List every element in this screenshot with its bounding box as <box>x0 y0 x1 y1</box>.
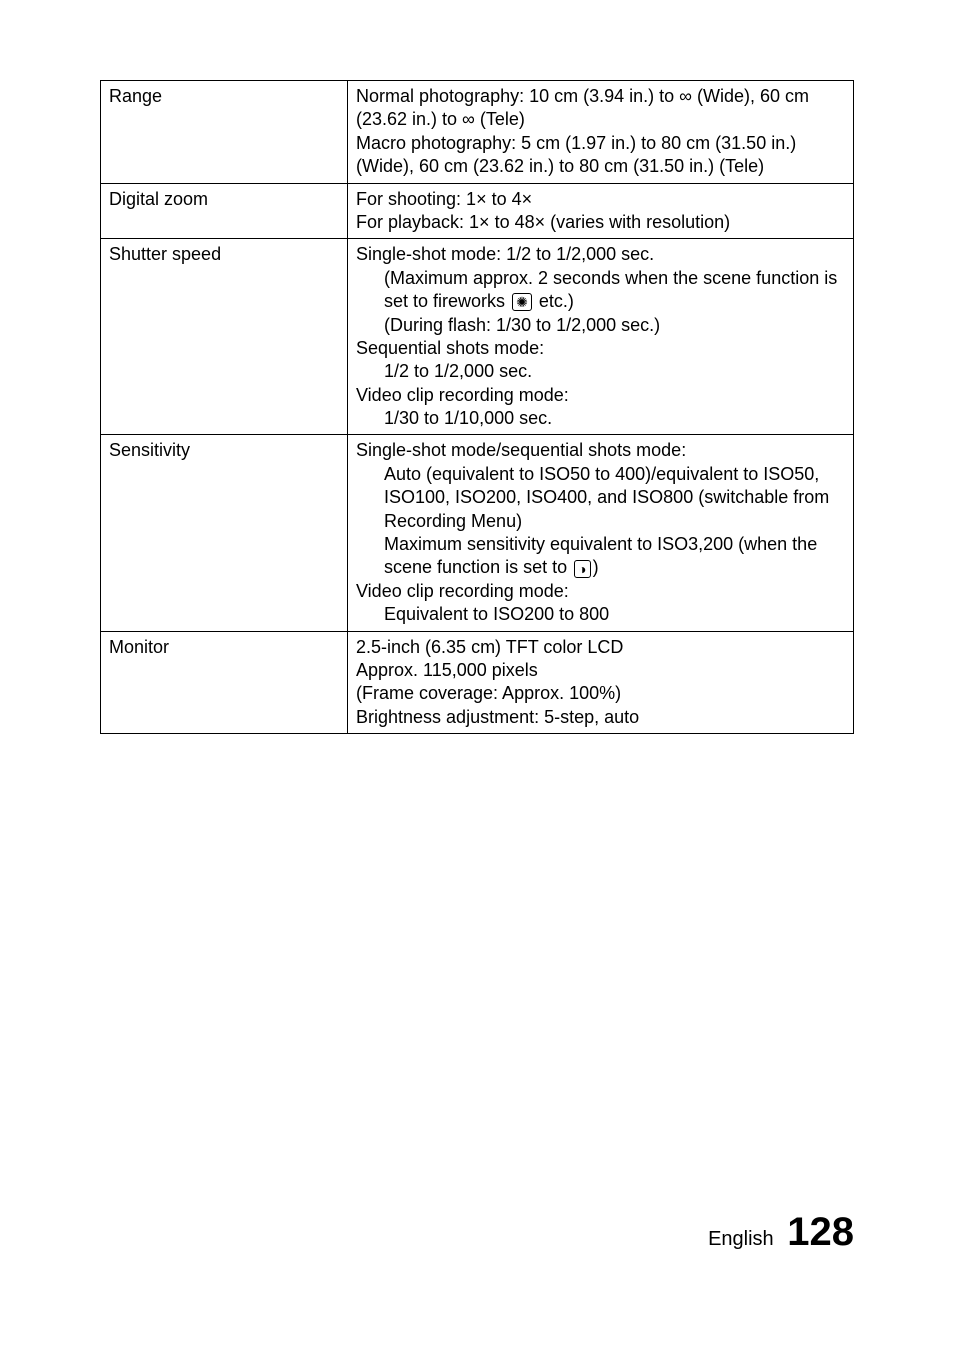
sensitivity-single-head: Single-shot mode/sequential shots mode: <box>356 440 686 460</box>
digital-zoom-label: Digital zoom <box>101 183 348 239</box>
shutter-video-sub: 1/30 to 1/10,000 sec. <box>356 407 845 430</box>
shutter-single-sub1a: (Maximum approx. 2 seconds when the scen… <box>384 268 837 311</box>
digital-zoom-line2: For playback: 1× to 48× (varies with res… <box>356 212 730 232</box>
page-container: Range Normal photography: 10 cm (3.94 in… <box>0 0 954 1345</box>
monitor-value: 2.5-inch (6.35 cm) TFT color LCD Approx.… <box>348 631 854 734</box>
fireworks-icon: ✺ <box>512 293 532 311</box>
sensitivity-single-sub2: Maximum sensitivity equivalent to ISO3,2… <box>356 533 845 580</box>
digital-zoom-value: For shooting: 1× to 4× For playback: 1× … <box>348 183 854 239</box>
sensitivity-value: Single-shot mode/sequential shots mode: … <box>348 435 854 631</box>
shutter-single-head: Single-shot mode: 1/2 to 1/2,000 sec. <box>356 244 654 264</box>
row-sensitivity: Sensitivity Single-shot mode/sequential … <box>101 435 854 631</box>
shutter-seq-head: Sequential shots mode: <box>356 338 544 358</box>
footer-lang: English <box>708 1228 774 1250</box>
monitor-line1: 2.5-inch (6.35 cm) TFT color LCD <box>356 637 623 657</box>
monitor-label: Monitor <box>101 631 348 734</box>
digital-zoom-line1: For shooting: 1× to 4× <box>356 189 532 209</box>
shutter-single-sub1b: etc.) <box>539 291 574 311</box>
monitor-line4: Brightness adjustment: 5-step, auto <box>356 707 639 727</box>
range-line1: Normal photography: 10 cm (3.94 in.) to … <box>356 86 809 129</box>
shutter-video-head: Video clip recording mode: <box>356 385 569 405</box>
spec-table: Range Normal photography: 10 cm (3.94 in… <box>100 80 854 734</box>
sensitivity-single-sub2a: Maximum sensitivity equivalent to ISO3,2… <box>384 534 817 577</box>
range-label: Range <box>101 81 348 184</box>
monitor-line3: (Frame coverage: Approx. 100%) <box>356 683 621 703</box>
shutter-label: Shutter speed <box>101 239 348 435</box>
shutter-single-sub2: (During flash: 1/30 to 1/2,000 sec.) <box>356 314 845 337</box>
row-range: Range Normal photography: 10 cm (3.94 in… <box>101 81 854 184</box>
page-footer: English 128 <box>708 1210 854 1255</box>
sensitivity-single-sub1: Auto (equivalent to ISO50 to 400)/equiva… <box>356 463 845 533</box>
range-line2: Macro photography: 5 cm (1.97 in.) to 80… <box>356 133 796 176</box>
footer-page-number: 128 <box>787 1210 854 1254</box>
row-digital-zoom: Digital zoom For shooting: 1× to 4× For … <box>101 183 854 239</box>
shutter-seq-sub: 1/2 to 1/2,000 sec. <box>356 360 845 383</box>
row-monitor: Monitor 2.5-inch (6.35 cm) TFT color LCD… <box>101 631 854 734</box>
sensitivity-single-sub2b: ) <box>593 557 599 577</box>
shutter-single-sub1: (Maximum approx. 2 seconds when the scen… <box>356 267 845 314</box>
sensitivity-label: Sensitivity <box>101 435 348 631</box>
sensitivity-video-head: Video clip recording mode: <box>356 581 569 601</box>
row-shutter: Shutter speed Single-shot mode: 1/2 to 1… <box>101 239 854 435</box>
range-value: Normal photography: 10 cm (3.94 in.) to … <box>348 81 854 184</box>
sensitivity-video-sub: Equivalent to ISO200 to 800 <box>356 603 845 626</box>
lamp-icon: ◑ <box>574 560 590 578</box>
shutter-value: Single-shot mode: 1/2 to 1/2,000 sec. (M… <box>348 239 854 435</box>
monitor-line2: Approx. 115,000 pixels <box>356 660 538 680</box>
